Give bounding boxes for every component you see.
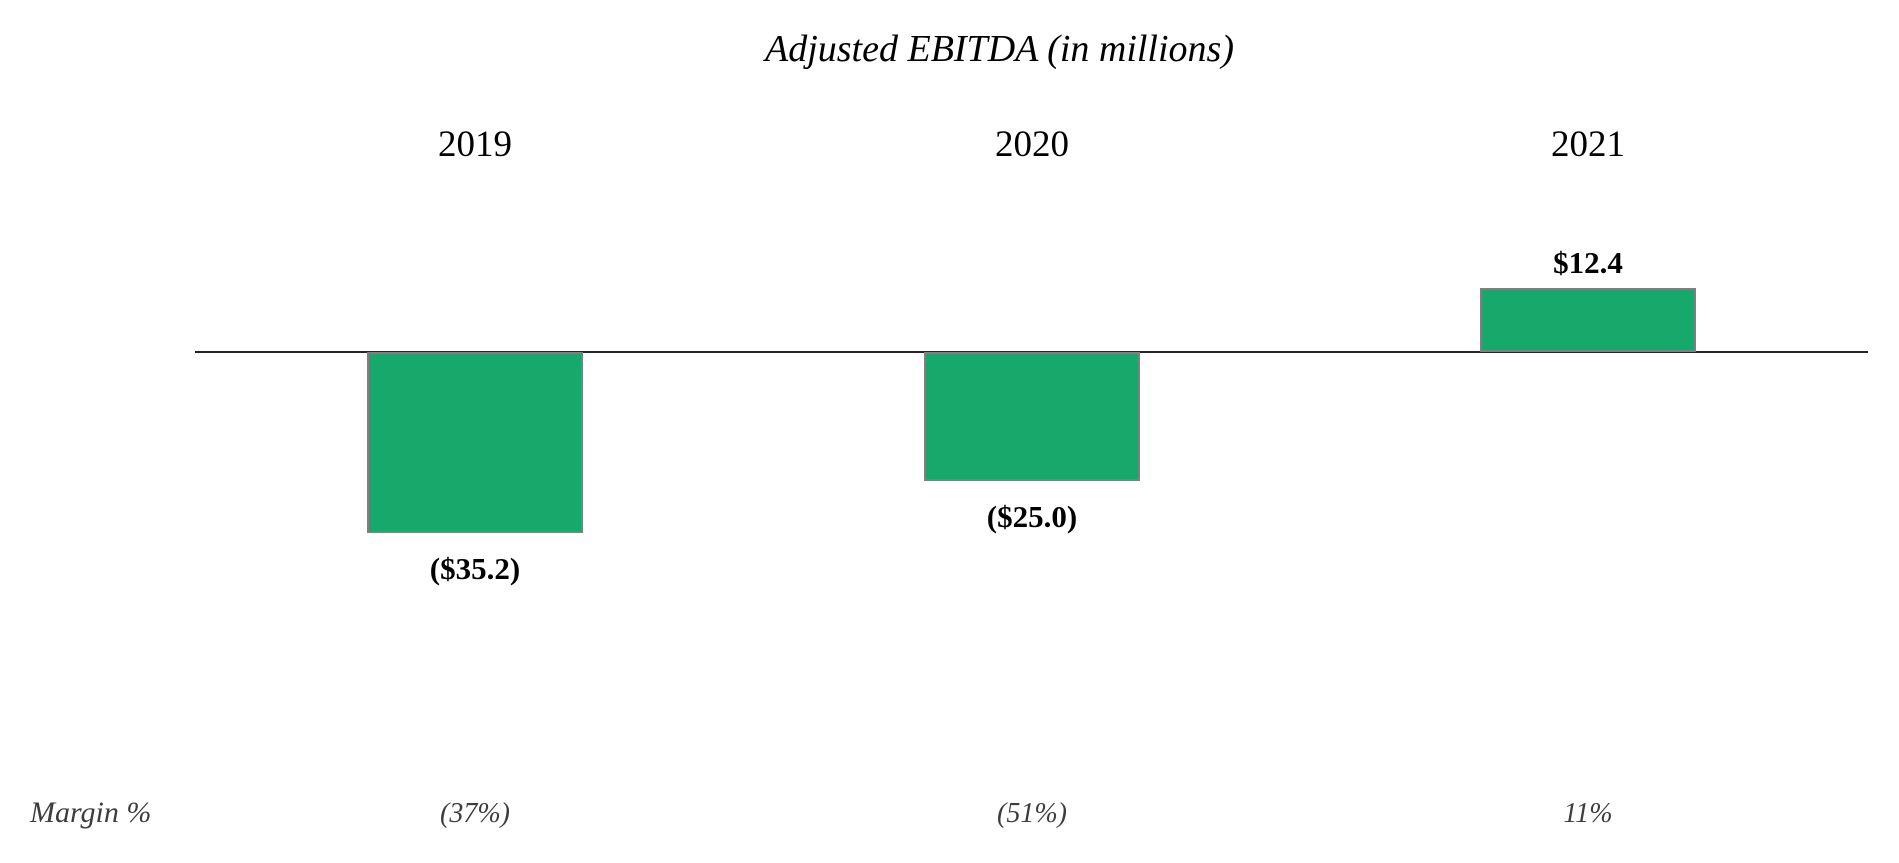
bar-2021 (1480, 288, 1696, 352)
category-label-2020: 2020 (995, 124, 1069, 165)
margin-value-2019: (37%) (440, 798, 510, 829)
margin-row-label: Margin % (30, 796, 152, 829)
category-label-2019: 2019 (438, 124, 512, 165)
value-label-2021: $12.4 (1553, 245, 1623, 280)
margin-value-2021: 11% (1563, 798, 1613, 829)
bar-2020 (924, 352, 1140, 481)
chart-title: Adjusted EBITDA (in millions) (765, 28, 1234, 70)
category-label-2021: 2021 (1551, 124, 1625, 165)
value-label-2020: ($25.0) (986, 499, 1078, 534)
bar-2019 (367, 352, 583, 533)
margin-value-2020: (51%) (997, 798, 1067, 829)
value-label-2019: ($35.2) (429, 551, 521, 586)
